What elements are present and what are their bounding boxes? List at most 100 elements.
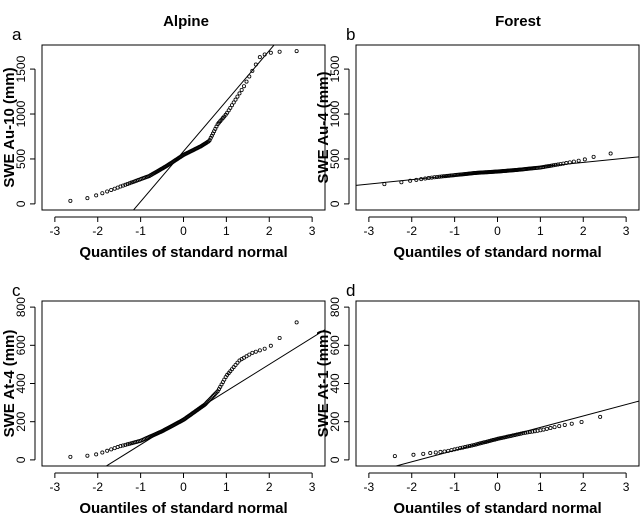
sample-point xyxy=(485,439,490,444)
sample-point xyxy=(437,174,442,179)
sample-point xyxy=(548,426,553,431)
sample-point xyxy=(257,348,262,353)
y-axis-label: SWE At-4 (mm) xyxy=(1,330,18,438)
y-tick-label: 0 xyxy=(328,200,342,207)
sample-point xyxy=(203,401,208,406)
column-title-forest: Forest xyxy=(495,13,541,30)
plot-frame xyxy=(41,300,326,467)
sample-point xyxy=(555,162,560,167)
sample-point xyxy=(519,431,524,436)
y-tick-label: 1000 xyxy=(14,100,28,127)
sample-point xyxy=(441,174,446,179)
x-tick-label: 3 xyxy=(623,480,630,494)
x-tick-label: 2 xyxy=(266,480,273,494)
sample-point xyxy=(463,445,468,450)
panel-label-a: a xyxy=(12,25,22,44)
sample-point xyxy=(503,435,508,440)
sample-point xyxy=(68,454,73,459)
sample-point xyxy=(294,320,299,325)
sample-point xyxy=(511,433,516,438)
sample-point xyxy=(231,100,236,105)
sample-point xyxy=(262,346,267,351)
sample-point xyxy=(491,438,496,443)
x-tick-label: -3 xyxy=(50,224,61,238)
x-tick-label: -3 xyxy=(364,224,375,238)
sample-point xyxy=(454,172,459,177)
plot-frame xyxy=(355,44,640,211)
sample-point xyxy=(414,177,419,182)
sample-point xyxy=(460,445,465,450)
y-tick-label: 500 xyxy=(14,149,28,169)
sample-point xyxy=(202,402,207,407)
sample-point xyxy=(562,422,567,427)
sample-point xyxy=(235,360,240,365)
sample-point xyxy=(421,451,426,456)
panel-label-d: d xyxy=(346,281,355,300)
sample-point xyxy=(567,160,572,165)
sample-point xyxy=(478,441,483,446)
y-axis-label: SWE Au-4 (mm) xyxy=(315,72,332,184)
sample-point xyxy=(127,441,132,446)
sample-point xyxy=(268,343,273,348)
sample-point xyxy=(206,398,211,403)
sample-point xyxy=(591,154,596,159)
x-axis-label: Quantiles of standard normal xyxy=(79,244,287,261)
y-tick-label: 400 xyxy=(328,373,342,393)
sample-point xyxy=(253,349,258,354)
sample-point xyxy=(476,441,481,446)
x-tick-label: 0 xyxy=(494,224,501,238)
sample-point xyxy=(68,198,73,203)
sample-point xyxy=(432,175,437,180)
sample-point xyxy=(483,439,488,444)
sample-point xyxy=(233,97,238,102)
sample-point xyxy=(123,182,128,187)
x-tick-label: -2 xyxy=(92,480,103,494)
sample-point xyxy=(268,50,273,55)
sample-point xyxy=(277,49,282,54)
y-tick-label: 1500 xyxy=(328,55,342,82)
sample-point xyxy=(479,440,484,445)
sample-point xyxy=(501,435,506,440)
x-tick-label: 0 xyxy=(180,480,187,494)
sample-point xyxy=(545,164,550,169)
sample-point xyxy=(516,432,521,437)
sample-point xyxy=(489,438,494,443)
sample-point xyxy=(474,442,479,447)
sample-point xyxy=(428,451,433,456)
sample-point xyxy=(433,450,438,455)
y-axis-label: SWE At-1 (mm) xyxy=(315,330,332,438)
x-tick-label: 1 xyxy=(537,480,544,494)
x-tick-label: 2 xyxy=(266,224,273,238)
sample-point xyxy=(499,435,504,440)
plot-frame xyxy=(41,44,326,211)
sample-point xyxy=(505,434,510,439)
sample-point xyxy=(552,425,557,430)
x-tick-label: -2 xyxy=(406,224,417,238)
sample-point xyxy=(549,163,554,168)
sample-point xyxy=(100,450,105,455)
sample-point xyxy=(439,174,444,179)
x-tick-label: 2 xyxy=(580,224,587,238)
x-tick-label: -1 xyxy=(449,480,460,494)
sample-point xyxy=(100,191,105,196)
y-tick-label: 600 xyxy=(14,335,28,355)
points-group xyxy=(392,414,603,459)
sample-point xyxy=(235,94,240,99)
sample-point xyxy=(129,441,134,446)
plot-frame xyxy=(355,300,640,467)
sample-point xyxy=(471,442,476,447)
panel-c: c -3 -2 -1 0 1 2 3 Quantiles of standard normal 0… xyxy=(1,281,326,513)
sample-point xyxy=(442,449,447,454)
x-tick-label: 3 xyxy=(623,224,630,238)
y-tick-label: 0 xyxy=(14,456,28,463)
sample-point xyxy=(551,163,556,168)
sample-point xyxy=(496,436,501,441)
y-tick-label: 800 xyxy=(328,297,342,317)
sample-point xyxy=(547,163,552,168)
sample-point xyxy=(250,68,255,73)
sample-point xyxy=(382,182,387,187)
sample-point xyxy=(557,424,562,429)
x-axis-label: Quantiles of standard normal xyxy=(393,500,601,513)
sample-point xyxy=(94,452,99,457)
